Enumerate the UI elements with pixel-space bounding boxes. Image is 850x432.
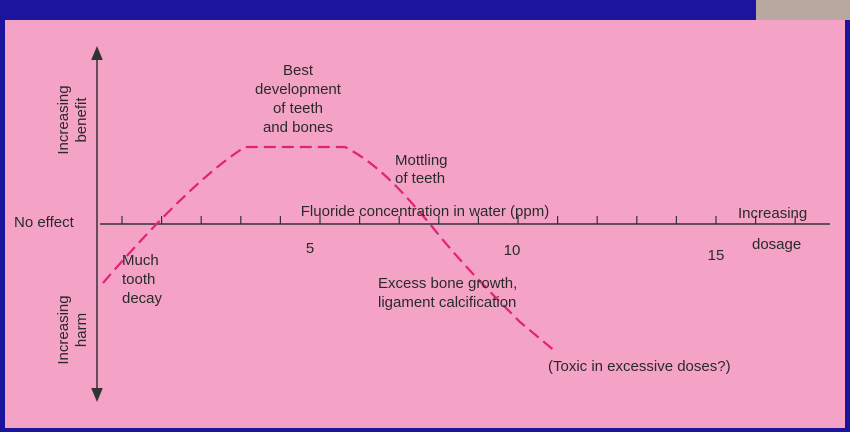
annotation-mottling: of teeth [395,170,445,187]
x-end-label: Increasing [738,205,807,222]
y-label-no-effect: No effect [14,214,75,231]
x-tick-label: 15 [708,247,725,264]
y-label-harm: harm [73,313,90,347]
annotation-excess: Excess bone growth, [378,275,517,292]
corner-photo [756,0,850,20]
x-end-label: dosage [752,236,801,253]
annotation-best: and bones [263,119,333,136]
annotation-decay: decay [122,290,163,307]
arrow-down [91,387,103,402]
x-tick-label: 10 [504,242,521,259]
y-label-harm: Increasing [55,295,72,364]
annotation-decay: Much [122,252,159,269]
x-ticks [121,216,796,224]
annotation-toxic: (Toxic in excessive doses?) [548,358,731,375]
x-axis-label: Fluoride concentration in water (ppm) [301,203,549,220]
annotation-excess: ligament calcification [378,294,516,311]
axes [91,46,830,402]
arrow-up [91,46,103,61]
y-label-benefit: benefit [73,97,90,143]
annotation-best: development [255,81,342,98]
annotation-mottling: Mottling [395,152,448,169]
annotation-decay: tooth [122,271,155,288]
annotation-best: of teeth [273,100,323,117]
x-tick-label: 5 [306,240,314,257]
y-label-benefit: Increasing [55,85,72,154]
annotation-best: Best [283,62,314,79]
